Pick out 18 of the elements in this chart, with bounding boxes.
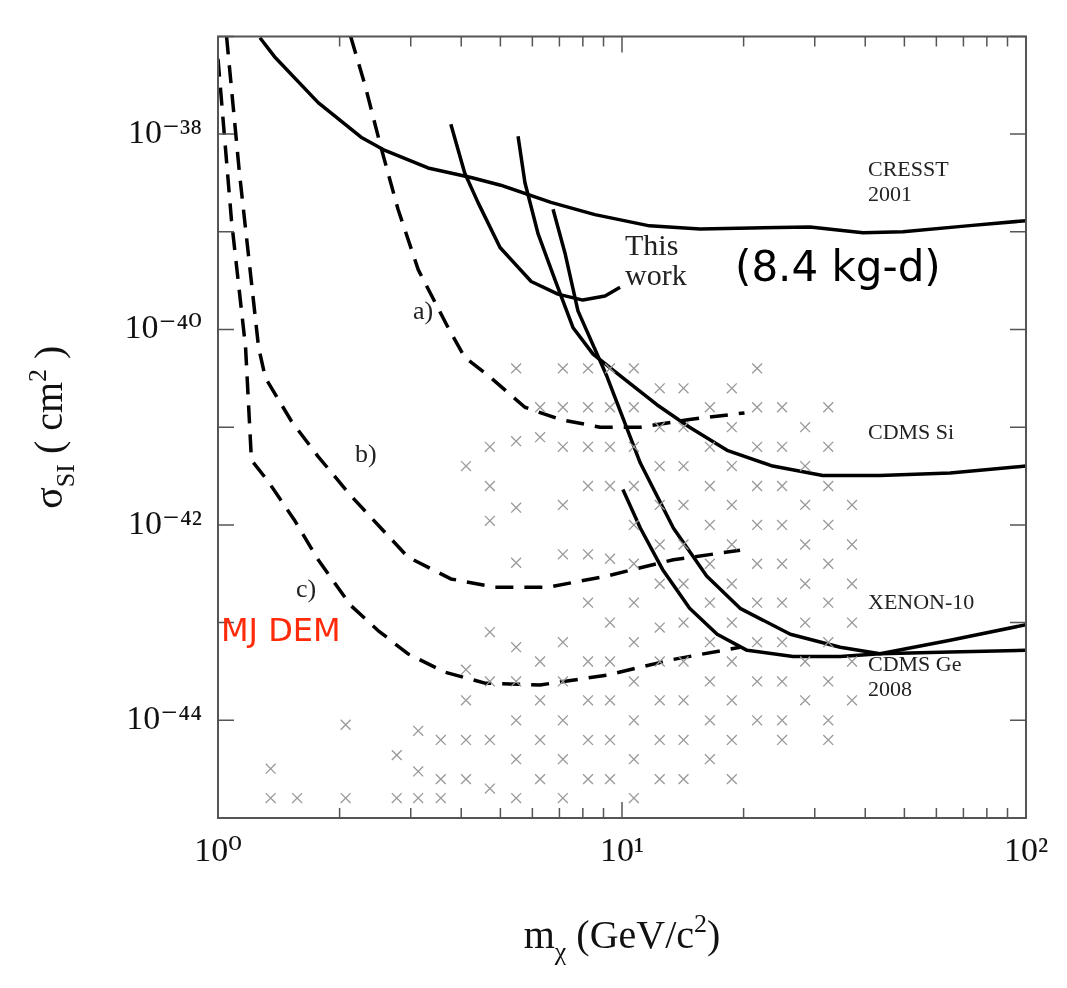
annotation: CDMS Si <box>868 418 955 444</box>
annotation: a) <box>413 295 434 325</box>
y-tick-label: 10⁻⁴⁰ <box>124 308 202 346</box>
annotation: MJ DEM <box>221 611 341 650</box>
annotation: (8.4 kg-d) <box>735 241 941 291</box>
y-tick-label: 10⁻³⁸ <box>128 113 202 151</box>
annotation: b) <box>355 438 377 468</box>
y-axis-title: σSI ( cm2 ) <box>23 345 80 509</box>
annotation: CRESST 2001 <box>868 156 950 207</box>
annotation: XENON-10 <box>868 588 975 614</box>
y-tick-label: 10⁻⁴² <box>128 503 202 541</box>
x-tick-label: 10² <box>1003 831 1049 869</box>
x-tick-label: 10⁰ <box>194 831 242 869</box>
annotation: This work <box>625 227 687 291</box>
x-tick-label: 10¹ <box>599 831 645 869</box>
y-tick-label: 10⁻⁴⁴ <box>126 699 202 737</box>
annotation: CDMS Ge 2008 <box>868 651 962 702</box>
annotation: c) <box>296 573 317 603</box>
